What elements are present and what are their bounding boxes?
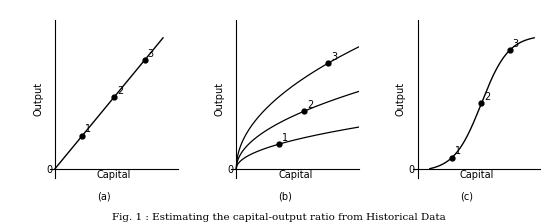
X-axis label: Capital: Capital xyxy=(460,170,494,180)
Y-axis label: Output: Output xyxy=(396,82,406,116)
X-axis label: Capital: Capital xyxy=(97,170,131,180)
Text: Fig. 1 : Estimating the capital-output ratio from Historical Data: Fig. 1 : Estimating the capital-output r… xyxy=(111,213,446,222)
Text: 3: 3 xyxy=(331,52,338,61)
Text: 2: 2 xyxy=(307,100,313,110)
Text: 2: 2 xyxy=(485,92,491,102)
X-axis label: Capital: Capital xyxy=(278,170,312,180)
Text: 3: 3 xyxy=(148,49,154,59)
Text: (b): (b) xyxy=(278,192,292,202)
Text: 1: 1 xyxy=(282,133,289,143)
Text: (a): (a) xyxy=(97,192,110,202)
Y-axis label: Output: Output xyxy=(214,82,224,116)
Text: (c): (c) xyxy=(460,192,473,202)
Text: 1: 1 xyxy=(455,146,461,156)
Text: 2: 2 xyxy=(117,86,123,96)
Text: 1: 1 xyxy=(85,125,91,135)
Text: 3: 3 xyxy=(512,39,519,49)
Y-axis label: Output: Output xyxy=(33,82,43,116)
